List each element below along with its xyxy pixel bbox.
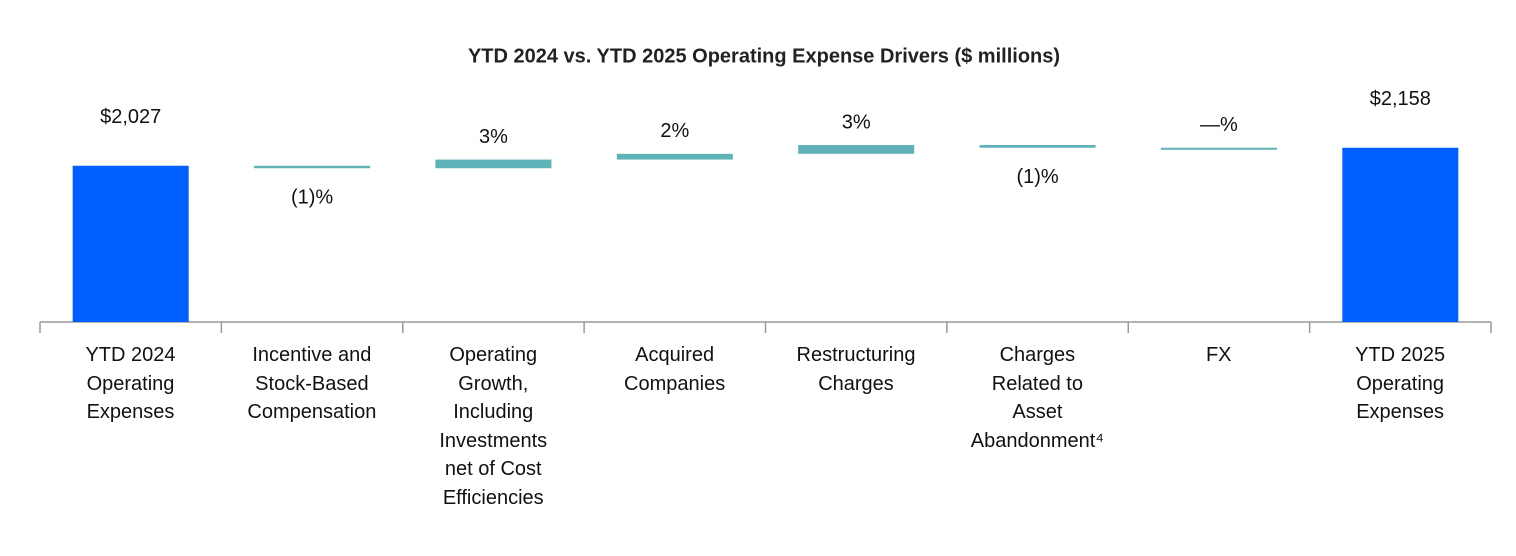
value-label: 2% (660, 120, 689, 142)
total-bar (72, 165, 189, 322)
x-tick-label: Acquired Companies (624, 344, 726, 395)
x-tick-label: Operating Growth, Including Investments … (439, 344, 548, 509)
x-tick-label: YTD 2024 Operating Expenses (85, 344, 176, 423)
x-tick-label: FX (1205, 344, 1232, 366)
change-bar (616, 153, 733, 160)
value-label: $2,027 (100, 106, 161, 128)
value-label: —% (1200, 114, 1238, 136)
value-label: 3% (479, 126, 508, 148)
change-bar (1160, 147, 1277, 150)
value-label: $2,158 (1370, 88, 1431, 110)
x-tick-label: Incentive and Stock-Based Compensation (247, 344, 377, 423)
value-label: 3% (842, 111, 871, 133)
value-label: (1)% (291, 187, 333, 209)
change-bar (254, 165, 371, 169)
change-bar (435, 159, 552, 169)
value-label: (1)% (1016, 166, 1058, 188)
x-tick-label: Restructuring Charges (796, 344, 916, 395)
total-bar (1342, 147, 1459, 322)
change-bar (979, 145, 1096, 148)
x-tick-label: YTD 2025 Operating Expenses (1355, 344, 1446, 423)
change-bar (798, 145, 915, 154)
chart-title: YTD 2024 vs. YTD 2025 Operating Expense … (468, 45, 1060, 67)
x-tick-label: Charges Related to Asset Abandonment⁴ (970, 344, 1104, 452)
